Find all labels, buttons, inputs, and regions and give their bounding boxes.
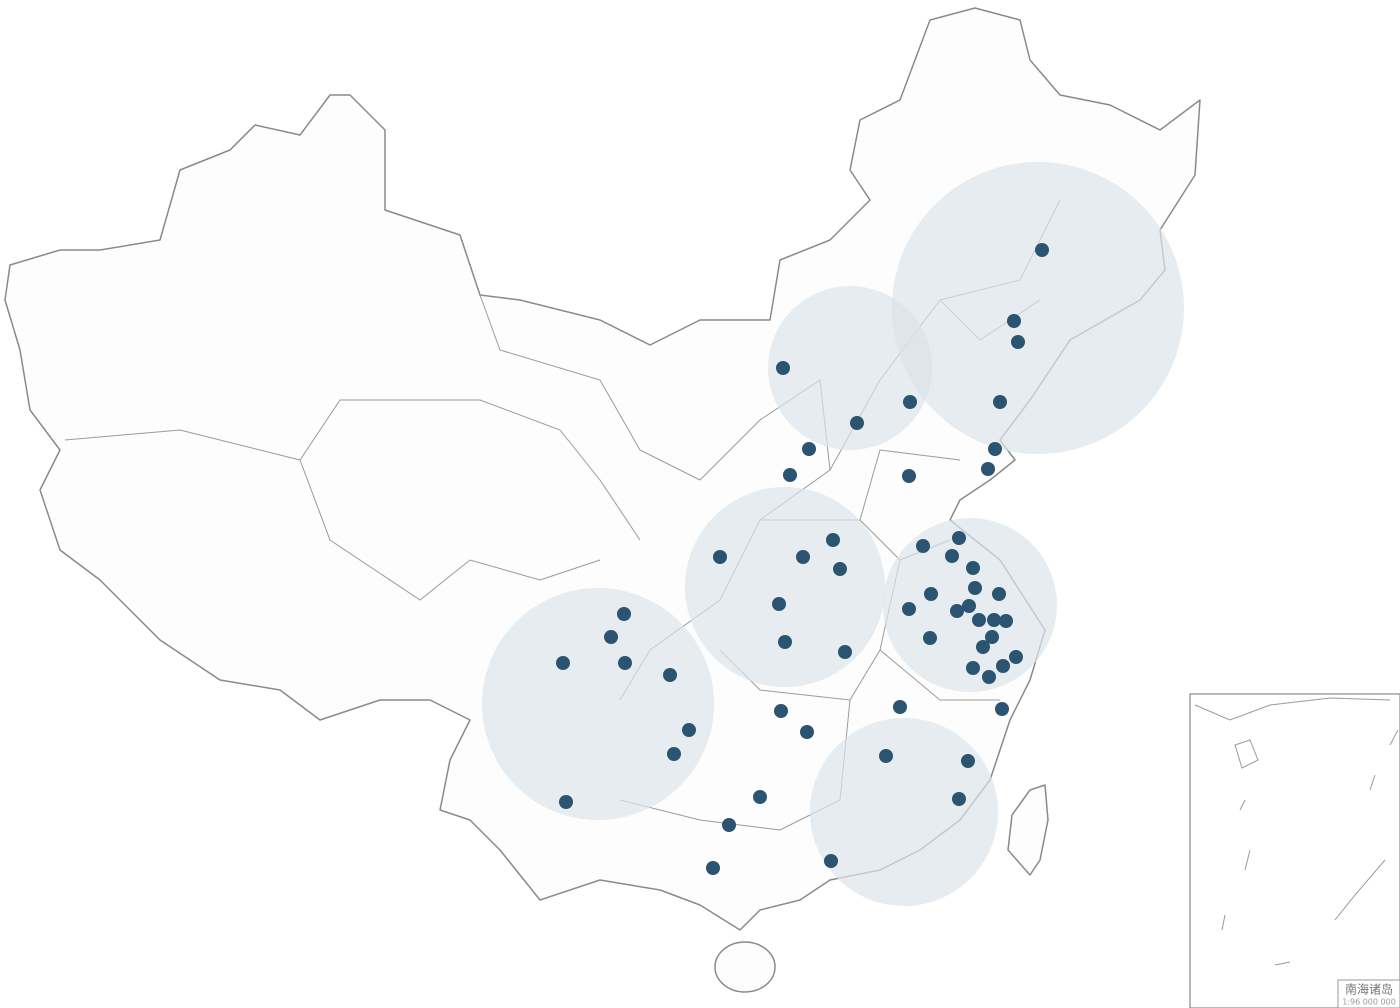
cluster-halo bbox=[482, 588, 714, 820]
city-dot bbox=[604, 630, 618, 644]
city-dot bbox=[962, 599, 976, 613]
city-dot bbox=[1009, 650, 1023, 664]
city-dot bbox=[776, 361, 790, 375]
city-dot bbox=[988, 442, 1002, 456]
city-dot bbox=[617, 607, 631, 621]
city-dot bbox=[850, 416, 864, 430]
city-dot bbox=[950, 604, 964, 618]
city-dot bbox=[783, 468, 797, 482]
city-dot bbox=[985, 630, 999, 644]
city-dot bbox=[972, 613, 986, 627]
city-dot bbox=[778, 635, 792, 649]
city-dot bbox=[824, 854, 838, 868]
city-dot bbox=[968, 581, 982, 595]
city-dot bbox=[713, 550, 727, 564]
city-dot bbox=[559, 795, 573, 809]
city-dot bbox=[952, 531, 966, 545]
city-dot bbox=[1011, 335, 1025, 349]
city-dot bbox=[556, 656, 570, 670]
city-dot bbox=[706, 861, 720, 875]
city-dot bbox=[833, 562, 847, 576]
inset-title: 南海诸岛 bbox=[1345, 982, 1393, 997]
dots bbox=[556, 243, 1049, 875]
cluster-halo bbox=[810, 718, 998, 906]
city-dot bbox=[667, 747, 681, 761]
inset-scale: 1:96 000 000 bbox=[1342, 998, 1396, 1007]
city-dot bbox=[774, 704, 788, 718]
city-dot bbox=[903, 395, 917, 409]
city-dot bbox=[722, 818, 736, 832]
city-dot bbox=[976, 640, 990, 654]
city-dot bbox=[995, 702, 1009, 716]
city-dot bbox=[916, 539, 930, 553]
city-dot bbox=[993, 395, 1007, 409]
city-dot bbox=[663, 668, 677, 682]
city-dot bbox=[923, 631, 937, 645]
cluster-halo bbox=[768, 286, 932, 450]
city-dot bbox=[952, 792, 966, 806]
inset-label-box bbox=[1337, 979, 1400, 1008]
city-dot bbox=[961, 754, 975, 768]
cluster-halo bbox=[892, 162, 1184, 454]
taiwan bbox=[1007, 784, 1049, 876]
city-dot bbox=[945, 549, 959, 563]
city-dot bbox=[982, 670, 996, 684]
city-dot bbox=[879, 749, 893, 763]
city-dot bbox=[999, 614, 1013, 628]
city-dot bbox=[800, 725, 814, 739]
inset-frame bbox=[1189, 693, 1400, 1008]
city-dot bbox=[992, 587, 1006, 601]
city-dot bbox=[966, 561, 980, 575]
cluster-halo bbox=[685, 487, 885, 687]
city-dot bbox=[826, 533, 840, 547]
city-dot bbox=[753, 790, 767, 804]
city-dot bbox=[966, 661, 980, 675]
city-dot bbox=[893, 700, 907, 714]
inset-coast bbox=[1194, 697, 1399, 966]
city-dot bbox=[902, 469, 916, 483]
city-dot bbox=[1007, 314, 1021, 328]
city-dot bbox=[796, 550, 810, 564]
city-dot bbox=[1035, 243, 1049, 257]
city-dot bbox=[772, 597, 786, 611]
city-dot bbox=[981, 462, 995, 476]
city-dot bbox=[618, 656, 632, 670]
city-dot bbox=[838, 645, 852, 659]
city-dot bbox=[682, 723, 696, 737]
city-dot bbox=[802, 442, 816, 456]
city-dot bbox=[996, 659, 1010, 673]
city-dot bbox=[924, 587, 938, 601]
city-dot bbox=[902, 602, 916, 616]
city-dot bbox=[987, 613, 1001, 627]
hainan bbox=[714, 941, 776, 993]
